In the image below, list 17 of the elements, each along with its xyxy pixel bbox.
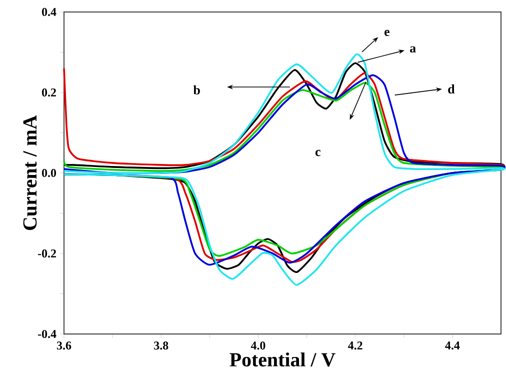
y-tick-label: -0.2 [38, 249, 56, 258]
x-tick-label: 4.2 [348, 342, 362, 350]
y-tick-label: 0.0 [42, 168, 56, 178]
y-tick-label: -0.4 [38, 330, 56, 338]
y-axis-title: Current / mA [23, 115, 37, 230]
x-tick-label: 4.4 [445, 342, 460, 350]
annotation: b [193, 85, 200, 94]
x-tick-label: 3.8 [154, 342, 168, 350]
annotation: c [315, 150, 320, 156]
annotation: e [384, 30, 390, 36]
annotation: d [448, 84, 455, 94]
annotation: a [410, 46, 416, 53]
x-tick-label: 3.6 [56, 342, 72, 350]
y-tick-label: 0.4 [42, 8, 56, 16]
y-tick-label: 0.2 [42, 88, 56, 97]
x-axis-title: Potential / V [230, 352, 336, 367]
x-tick-label: 4.0 [250, 342, 266, 350]
